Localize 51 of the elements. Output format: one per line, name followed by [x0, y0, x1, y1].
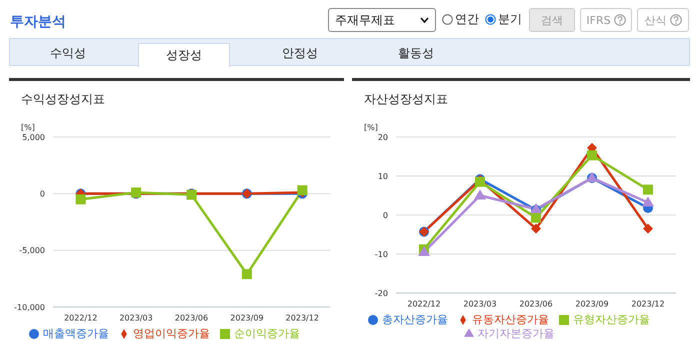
x-tick-label: 2023/12 — [631, 300, 665, 309]
x-tick-label: 2023/09 — [230, 314, 264, 323]
x-tick-label: 2022/12 — [407, 300, 441, 309]
y-axis-title: [%] — [21, 123, 35, 132]
legend-label: 자기자본증가율 — [478, 327, 554, 340]
text: 성장성 — [138, 43, 230, 67]
x-tick-label: 2023/06 — [519, 300, 553, 309]
point — [643, 224, 653, 234]
point — [643, 184, 653, 195]
dropdown: 주재무제표 — [328, 8, 436, 32]
y-tick-label: 10 — [378, 172, 388, 181]
point — [531, 212, 541, 223]
x-tick-label: 2023/09 — [575, 300, 609, 309]
y-tick-label: 0 — [40, 190, 45, 199]
text: 검색 — [529, 8, 575, 32]
chart-title: 자산성장성지표 — [364, 91, 448, 108]
legend-label: 유형자산증가율 — [573, 313, 650, 326]
legend-label: 순이익증가율 — [234, 327, 300, 340]
point — [76, 194, 86, 204]
y-axis-title: [%] — [364, 123, 378, 132]
text: 안정성 — [281, 44, 319, 62]
text: 수익성 — [49, 44, 87, 62]
legend-label: 유동자산증가율 — [472, 313, 549, 326]
y-tick-label: 20 — [378, 132, 388, 142]
text: IFRS — [580, 8, 632, 32]
y-tick-label: -5,000 — [19, 246, 45, 256]
text: 연간 — [455, 11, 479, 28]
point — [474, 190, 486, 200]
legend-label: 매출액증가율 — [43, 327, 109, 340]
point — [242, 269, 252, 280]
y-tick-label: -20 — [374, 288, 388, 298]
x-tick-label: 2023/06 — [174, 314, 208, 323]
y-tick-label: 0 — [382, 210, 388, 220]
y-tick-label: -10,000 — [14, 302, 45, 312]
point — [642, 196, 654, 207]
legend-label: 영업이익증가율 — [133, 327, 210, 340]
y-tick-label: -10 — [374, 250, 388, 259]
x-tick-label: 2023/03 — [463, 300, 497, 309]
x-tick-label: 2023/03 — [119, 314, 153, 323]
text: 분기 — [498, 11, 522, 28]
point — [587, 150, 597, 160]
legend-label: 총자산증가율 — [382, 313, 448, 326]
x-tick-label: 2023/12 — [286, 314, 319, 323]
y-tick-label: 5,000 — [22, 132, 45, 142]
chart-title: 수익성장성지표 — [21, 91, 105, 108]
point — [297, 185, 308, 196]
x-tick-label: 2022/12 — [64, 314, 98, 323]
text: 산식 — [637, 8, 689, 32]
point — [531, 224, 541, 234]
text: 활동성 — [397, 44, 435, 62]
text: 투자분석 — [10, 13, 66, 31]
